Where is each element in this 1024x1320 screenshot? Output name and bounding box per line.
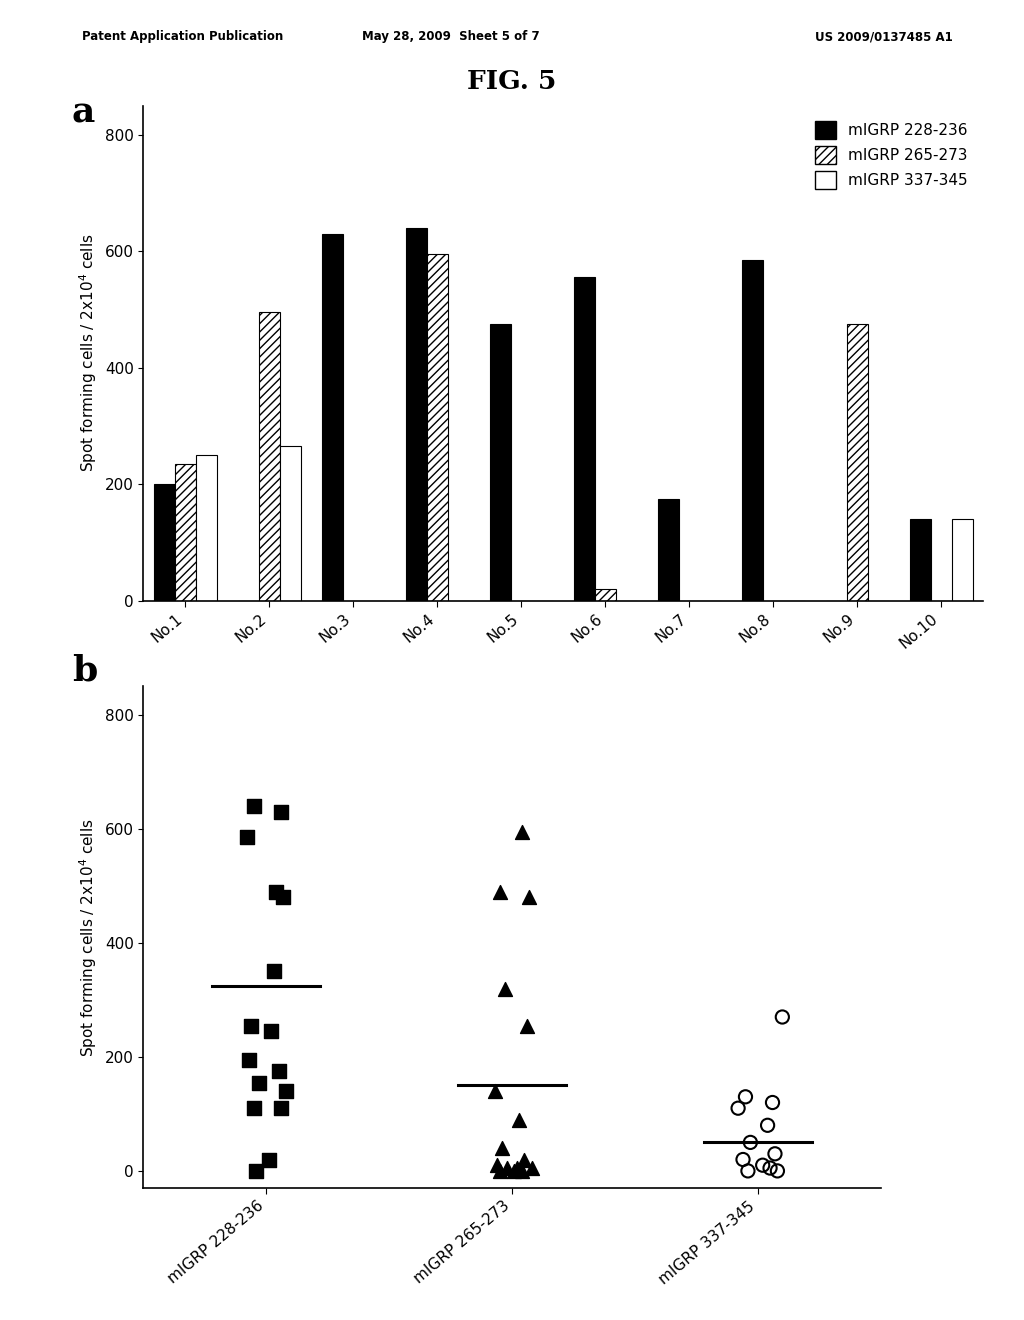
- Point: [774, 1006, 791, 1027]
- Point: [514, 821, 530, 842]
- Point: [239, 826, 255, 847]
- Point: [730, 1098, 746, 1119]
- Bar: [322, 234, 343, 601]
- Point: [494, 1138, 510, 1159]
- Bar: [259, 313, 280, 601]
- Point: [244, 1015, 260, 1036]
- Point: [506, 1160, 522, 1181]
- Bar: [657, 499, 679, 601]
- Bar: [280, 446, 301, 601]
- Point: [251, 1072, 267, 1093]
- Bar: [427, 253, 447, 601]
- Point: [492, 1160, 508, 1181]
- Point: [509, 1158, 525, 1179]
- Text: May 28, 2009  Sheet 5 of 7: May 28, 2009 Sheet 5 of 7: [361, 30, 540, 44]
- Point: [263, 1020, 280, 1041]
- Point: [755, 1155, 771, 1176]
- Point: [278, 1081, 294, 1102]
- Text: b: b: [72, 653, 97, 688]
- Point: [739, 1160, 756, 1181]
- Point: [246, 796, 262, 817]
- Bar: [154, 484, 175, 601]
- Point: [737, 1086, 754, 1107]
- Point: [260, 1148, 276, 1170]
- Point: [764, 1092, 780, 1113]
- Bar: [909, 519, 931, 601]
- Point: [272, 801, 289, 822]
- Point: [767, 1143, 783, 1164]
- Point: [489, 1155, 506, 1176]
- Bar: [741, 260, 763, 601]
- Point: [742, 1131, 759, 1152]
- Bar: [595, 589, 615, 601]
- Point: [275, 887, 292, 908]
- Point: [497, 978, 513, 999]
- Text: a: a: [72, 95, 95, 129]
- Point: [769, 1160, 785, 1181]
- Bar: [951, 519, 973, 601]
- Point: [270, 1060, 287, 1081]
- Bar: [175, 463, 196, 601]
- Point: [265, 961, 282, 982]
- Point: [268, 880, 285, 902]
- Point: [486, 1081, 503, 1102]
- Point: [241, 1049, 257, 1071]
- Point: [248, 1160, 264, 1181]
- Point: [762, 1158, 778, 1179]
- Text: FIG. 5: FIG. 5: [467, 69, 557, 94]
- Point: [516, 1148, 532, 1170]
- Point: [514, 1160, 530, 1181]
- Y-axis label: Spot forming cells / 2x10$^4$ cells: Spot forming cells / 2x10$^4$ cells: [78, 818, 99, 1056]
- Point: [499, 1158, 515, 1179]
- Point: [521, 887, 538, 908]
- Point: [760, 1114, 776, 1135]
- Point: [735, 1148, 752, 1170]
- Bar: [847, 323, 867, 601]
- Point: [511, 1109, 527, 1130]
- Text: Patent Application Publication: Patent Application Publication: [82, 30, 284, 44]
- Bar: [573, 277, 595, 601]
- Point: [523, 1158, 540, 1179]
- Point: [272, 1098, 289, 1119]
- Point: [518, 1015, 535, 1036]
- Point: [246, 1098, 262, 1119]
- Legend: mIGRP 228-236, mIGRP 265-273, mIGRP 337-345: mIGRP 228-236, mIGRP 265-273, mIGRP 337-…: [807, 114, 976, 197]
- Point: [492, 880, 508, 902]
- Text: US 2009/0137485 A1: US 2009/0137485 A1: [814, 30, 952, 44]
- Y-axis label: Spot forming cells / 2x10$^4$ cells: Spot forming cells / 2x10$^4$ cells: [78, 234, 99, 473]
- Bar: [489, 323, 511, 601]
- Bar: [406, 228, 427, 601]
- Bar: [196, 455, 217, 601]
